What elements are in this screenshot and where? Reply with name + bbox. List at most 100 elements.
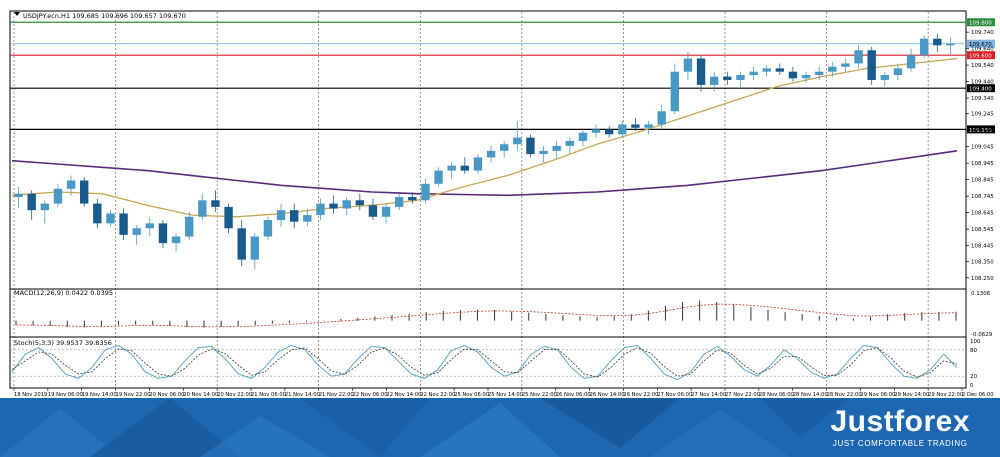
candle-body	[565, 140, 575, 146]
x-tick-label: 22 Nov 06:00	[353, 392, 388, 398]
x-tick-label: 21 Nov 22:00	[319, 392, 354, 398]
price-panel-title: USDJPY.ecn,H1 109.685 109.696 109.657 10…	[23, 12, 186, 20]
symbol-dropdown-icon[interactable]	[14, 12, 20, 16]
candle-body	[211, 200, 220, 207]
candle-body	[40, 203, 50, 211]
stoch-tick-label: 0	[970, 383, 974, 389]
x-tick-label: 21 Nov 14:00	[285, 392, 320, 398]
candle-body	[289, 210, 299, 222]
candle-body	[867, 50, 876, 80]
y-tick-label: 109.145	[971, 128, 994, 134]
x-tick-label: 29 Nov 22:00	[928, 392, 963, 398]
stoch-tick-label: 20	[970, 374, 977, 380]
x-tick-label: 26 Nov 06:00	[556, 392, 591, 398]
x-tick-label: 20 Nov 14:00	[183, 392, 218, 398]
x-tick-label: 26 Nov 14:00	[590, 392, 625, 398]
moving-averages	[11, 57, 958, 218]
brand-name: Justforex	[830, 405, 970, 438]
candle-body	[906, 55, 916, 69]
candle-body	[933, 38, 942, 46]
level-label: 109.400	[969, 87, 992, 93]
candle-body	[723, 76, 732, 80]
x-tick-label: 29 Nov 06:00	[860, 392, 895, 398]
candle-body	[381, 206, 391, 217]
x-tick-label: 20 Nov 06:00	[149, 392, 184, 398]
stoch-main-line	[11, 344, 958, 381]
brand-tagline: JUST COMFORTABLE TRADING	[832, 439, 968, 448]
candle-body	[224, 206, 233, 229]
y-tick-label: 108.445	[971, 244, 994, 250]
x-tick-label: 28 Nov 22:00	[827, 392, 862, 398]
candle-body	[631, 124, 640, 128]
candle-body	[946, 43, 955, 46]
candle-body	[106, 213, 115, 224]
y-tick-label: 109.740	[971, 30, 994, 36]
candle-body	[880, 74, 890, 80]
price-panel: 109.800 109.670 109.600 109.400 109.150 109.7…	[9, 10, 995, 290]
candle-body	[801, 74, 811, 79]
level-label-bg	[967, 51, 995, 60]
candle-body	[342, 200, 351, 209]
candle-body	[736, 74, 745, 80]
candle-body	[460, 165, 470, 171]
candle-body	[696, 58, 706, 85]
candle-body	[762, 68, 771, 72]
y-tick-label: 108.645	[971, 211, 994, 217]
stochastic-axis: 100 80 20 0	[970, 339, 981, 389]
x-tick-label: 27 Nov 22:00	[725, 392, 760, 398]
candle-body	[841, 63, 850, 67]
candle-body	[749, 71, 758, 75]
candle-body	[27, 193, 36, 211]
y-tick-label: 108.545	[971, 227, 994, 233]
ma-slow-line	[11, 150, 958, 197]
candle-body	[329, 203, 338, 209]
x-tick-label: 27 Nov 06:00	[657, 392, 692, 398]
x-tick-label: 19 Nov 14:00	[82, 392, 117, 398]
brand-logo: Justforex JUST COMFORTABLE TRADING	[830, 405, 970, 449]
candle-body	[66, 180, 76, 189]
candle-body	[473, 157, 483, 171]
x-tick-label: 26 Nov 22:00	[623, 392, 658, 398]
candle-body	[237, 228, 246, 260]
stoch-title: Stoch(5,3,3) 39.9537 39.8356	[14, 339, 112, 347]
price-levels	[10, 21, 966, 130]
candle-body	[854, 50, 863, 64]
stoch-tick-label: 80	[970, 348, 977, 354]
candle-body	[184, 216, 194, 237]
y-tick-label: 108.250	[971, 276, 994, 282]
candle-body	[171, 236, 181, 244]
candle-body	[79, 180, 89, 204]
candle-body	[316, 203, 325, 216]
level-label-bg	[967, 18, 995, 27]
x-tick-label: 20 Nov 22:00	[217, 392, 252, 398]
y-tick-label: 109.540	[971, 63, 994, 69]
candle-body	[591, 129, 601, 133]
candle-body	[421, 183, 430, 201]
level-label: 109.800	[969, 21, 992, 27]
candle-body	[526, 137, 535, 155]
candle-body	[828, 66, 837, 72]
stoch-tick-label: 100	[970, 339, 981, 345]
macd-bars	[15, 300, 957, 328]
candle-body	[408, 196, 417, 201]
candle-body	[158, 223, 168, 244]
candle-body	[250, 236, 260, 260]
candle-body	[499, 144, 509, 151]
price-axis: 109.800 109.670 109.600 109.400 109.150 109.7…	[966, 18, 995, 282]
candle-body	[775, 68, 785, 72]
candle-body	[198, 200, 207, 217]
candle-body	[93, 203, 102, 224]
x-tick-label: 19 Nov 06:00	[48, 392, 83, 398]
macd-axis: 0.1306 -0.0629	[971, 291, 993, 338]
candle-body	[670, 71, 680, 112]
x-tick-label: 18 Nov 2019	[14, 392, 47, 398]
y-tick-label: 109.045	[971, 145, 994, 151]
stochastic-panel: 100 80 20 0 Stoch(5,3,3) 39.9537 39.8356	[9, 336, 981, 389]
macd-tick-label: -0.0629	[971, 332, 993, 338]
candles	[14, 33, 955, 270]
level-label-bg	[967, 125, 995, 134]
level-label: 109.670	[969, 42, 992, 48]
footer-pattern	[0, 398, 850, 457]
candle-body	[53, 188, 63, 204]
